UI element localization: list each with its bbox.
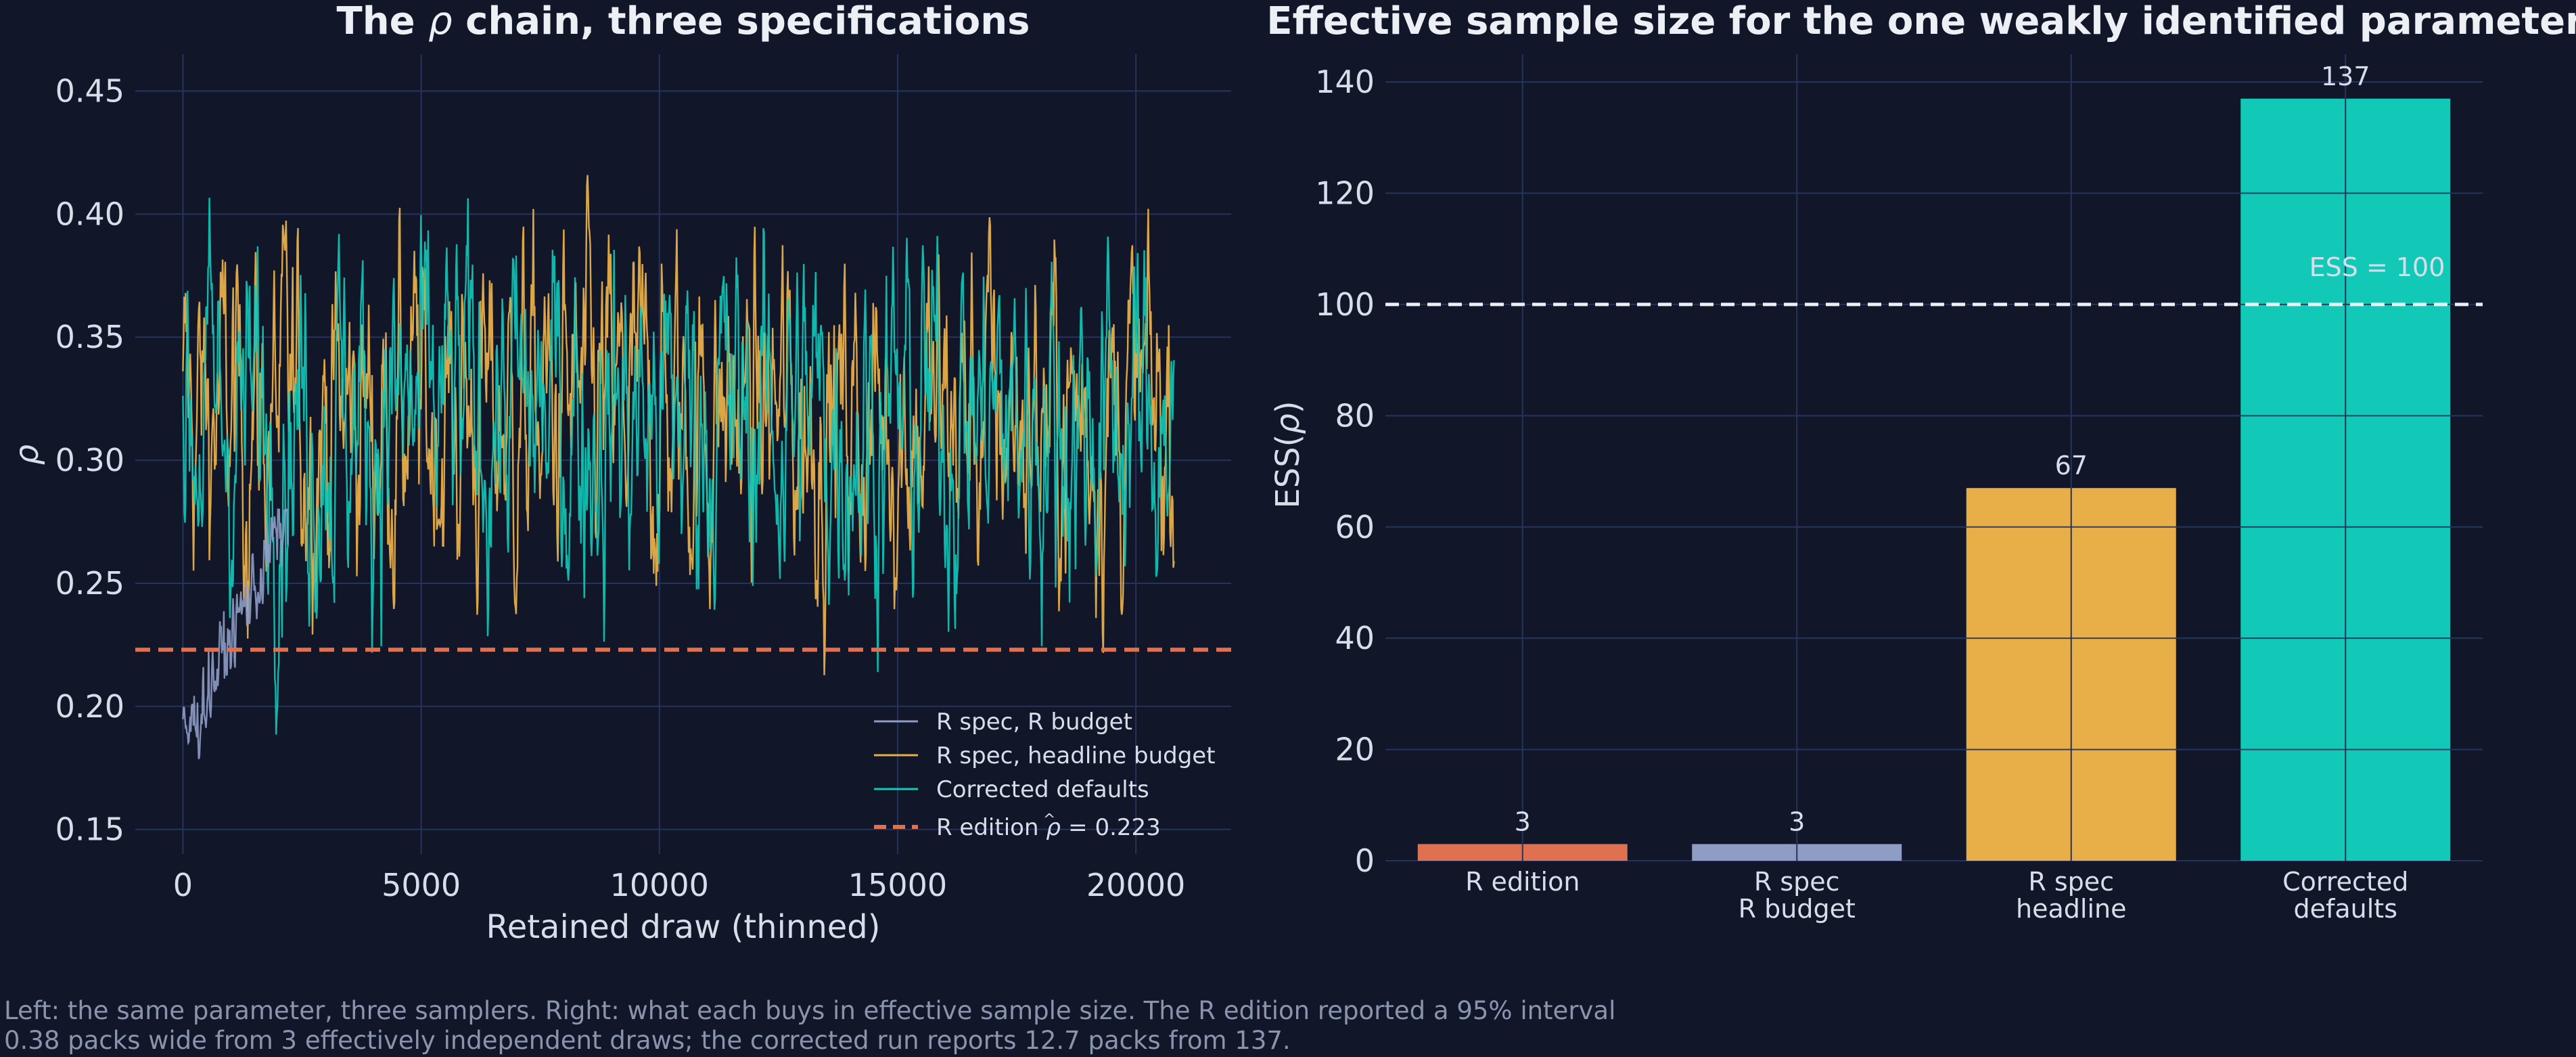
trace-y-tick-label-2: 0.25 <box>55 565 124 602</box>
ess-y-axis-label: ESS(ρ) <box>1269 401 1307 508</box>
trace-r-budget <box>182 508 289 760</box>
ess-y-tick-label-4: 80 <box>1335 397 1375 434</box>
ess-bars <box>1417 98 2451 861</box>
trace-title: The ρ chain, three specifications <box>337 0 1030 43</box>
caption-line-2: 0.38 packs wide from 3 effectively indep… <box>4 1026 1291 1055</box>
trace-series <box>182 175 1175 760</box>
ess-value-label-3: 137 <box>2321 62 2370 91</box>
trace-x-axis-label: Retained draw (thinned) <box>486 908 881 946</box>
ess-y-tick-label-5: 100 <box>1315 286 1375 323</box>
ess-y-tick-label-7: 140 <box>1315 64 1375 100</box>
legend-label-r-budget: R spec, R budget <box>936 709 1132 736</box>
ess-panel: Effective sample size for the one weakly… <box>1266 0 2576 924</box>
trace-x-tick-label-1: 5000 <box>382 867 461 903</box>
legend-label-corrected: Corrected defaults <box>936 776 1149 803</box>
ess-y-tick-label-3: 60 <box>1335 509 1375 545</box>
trace-x-tick-label-4: 20000 <box>1086 867 1185 903</box>
ess-reference-label: ESS = 100 <box>2309 252 2445 282</box>
ess-category-label-1-0: R spec <box>1754 867 1840 897</box>
ess-category-label-1-1: R budget <box>1739 894 1856 924</box>
trace-panel: The ρ chain, three specifications 0 5000 1… <box>8 0 1231 946</box>
legend-label-r-edition: R edition ρ^ = 0.223 <box>936 811 1161 841</box>
ess-category-label-2-1: headline <box>2016 894 2126 924</box>
ess-y-tick-label-2: 40 <box>1335 620 1375 656</box>
ess-y-tick-label-0: 0 <box>1355 842 1375 879</box>
ess-y-tick-label-1: 20 <box>1335 732 1375 768</box>
trace-y-tick-label-4: 0.35 <box>55 319 124 355</box>
trace-x-tick-label-3: 15000 <box>848 867 947 903</box>
trace-y-axis-label: ρ <box>8 445 46 465</box>
trace-y-tick-label-3: 0.30 <box>55 442 124 478</box>
ess-y-tick-label-6: 120 <box>1315 175 1375 212</box>
figure-caption: Left: the same parameter, three samplers… <box>4 996 2507 1056</box>
ess-vertical-gridlines <box>1385 54 2483 861</box>
ess-value-labels: 3 3 67 137 <box>1515 62 2370 837</box>
trace-y-ticks: 0.15 0.20 0.25 0.30 0.35 0.40 0.45 <box>55 73 124 848</box>
ess-category-label-3-1: defaults <box>2293 894 2397 924</box>
ess-category-label-2-0: R spec <box>2028 867 2114 897</box>
trace-y-tick-label-0: 0.15 <box>55 811 124 848</box>
ess-title: Effective sample size for the one weakly… <box>1266 0 2576 43</box>
trace-corrected <box>182 198 1175 735</box>
ess-category-label-3-0: Corrected <box>2282 867 2408 897</box>
legend-label-headline: R spec, headline budget <box>936 742 1216 769</box>
ess-value-label-1: 3 <box>1789 807 1805 836</box>
trace-y-tick-label-6: 0.45 <box>55 73 124 110</box>
trace-x-ticks: 0 5000 10000 15000 20000 <box>173 867 1186 903</box>
caption-line-1: Left: the same parameter, three samplers… <box>4 996 1616 1025</box>
trace-y-tick-label-1: 0.20 <box>55 688 124 725</box>
trace-y-tick-label-5: 0.40 <box>55 196 124 232</box>
ess-value-label-2: 67 <box>2055 451 2088 480</box>
ess-category-label-0-0: R edition <box>1465 867 1580 897</box>
trace-legend: R spec, R budget R spec, headline budget… <box>874 709 1216 841</box>
ess-value-label-0: 3 <box>1515 807 1531 836</box>
trace-x-tick-label-2: 10000 <box>610 867 709 903</box>
trace-x-tick-label-0: 0 <box>173 867 193 903</box>
ess-y-ticks: 0 20 40 60 80 100 120 140 <box>1315 64 1375 879</box>
